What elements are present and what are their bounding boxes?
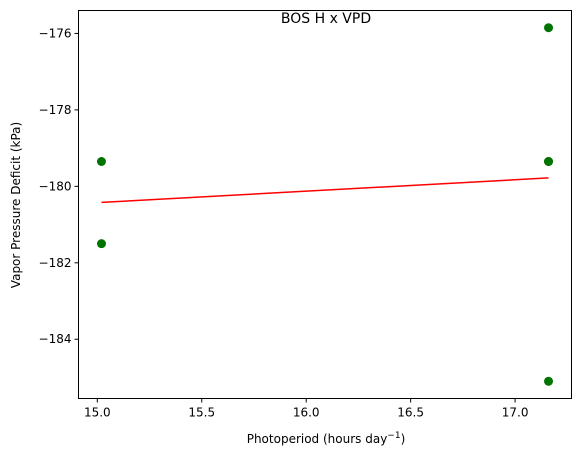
data-point [544,23,554,33]
data-point [544,156,554,166]
y-tick-label: −184 [39,332,72,346]
x-tick-label: 15.0 [84,406,111,420]
y-tick-label: −176 [39,26,72,40]
x-axis: 15.0 15.5 16.0 16.5 17.0 [84,398,529,420]
data-point [96,239,106,249]
x-axis-label-suffix: ) [401,432,406,446]
chart-title: BOS H x VPD [281,11,371,27]
data-point [96,156,106,166]
x-axis-label: Photoperiod (hours day−1) [247,431,406,446]
y-axis: −184 −182 −180 −178 −176 [39,26,79,346]
y-tick-label: −178 [39,103,72,117]
plot-area [96,23,554,386]
plot-frame [78,10,572,399]
y-axis-label: Vapor Pressure Deficit (kPa) [9,122,23,288]
x-tick-label: 17.0 [502,406,529,420]
x-tick-label: 15.5 [188,406,215,420]
trend-line [101,177,549,204]
y-tick-label: −180 [39,179,72,193]
x-tick-label: 16.5 [397,406,424,420]
y-tick-label: −182 [39,256,72,270]
x-tick-label: 16.0 [293,406,320,420]
data-point [544,376,554,386]
x-axis-label-superscript: −1 [387,431,400,441]
